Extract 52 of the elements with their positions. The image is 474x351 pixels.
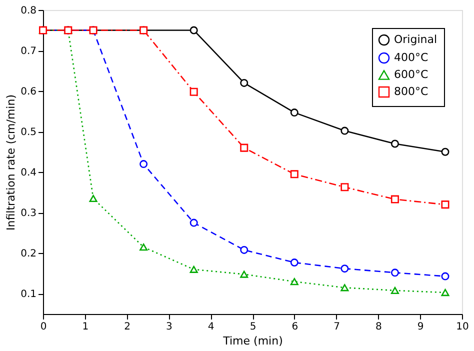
point: [340, 183, 349, 192]
point: [390, 286, 399, 294]
point: [390, 140, 399, 148]
y-tick-label: 0.3: [20, 208, 36, 220]
point: [340, 264, 349, 273]
x-tick-label: 7: [334, 322, 340, 332]
point: [240, 270, 248, 278]
y-axis-title: Infiltration rate (cm/min): [4, 94, 18, 230]
point: [140, 160, 148, 168]
y-tick-label: 0.7: [20, 46, 36, 58]
x-tick-label: 10: [456, 322, 469, 332]
x-tick-label: 5: [250, 322, 256, 332]
x-axis-title: Time (min): [222, 334, 283, 348]
point: [190, 266, 198, 273]
y-tick-label: 0.6: [20, 86, 36, 98]
point: [441, 272, 450, 280]
point: [240, 78, 248, 87]
point: [190, 88, 198, 96]
point: [441, 200, 450, 209]
y-tick-label: 0.4: [20, 168, 36, 179]
legend-label: 800°C: [394, 85, 428, 98]
x-tick-label: 1: [82, 322, 89, 332]
point: [390, 195, 399, 204]
point: [240, 144, 248, 152]
point: [190, 26, 198, 34]
point: [290, 108, 298, 117]
point: [140, 244, 148, 251]
x-tick-label: 4: [208, 322, 214, 332]
point: [340, 126, 349, 135]
point: [190, 218, 198, 227]
x-tick-label: 0: [40, 322, 47, 332]
x-tick-label: 3: [166, 322, 172, 332]
point: [390, 268, 399, 277]
point: [89, 194, 98, 202]
point: [441, 148, 450, 156]
point: [290, 278, 298, 286]
y-tick-label: 0.1: [20, 289, 36, 300]
point: [290, 258, 298, 267]
x-tick-label: 2: [124, 322, 130, 332]
point: [240, 246, 248, 254]
x-tick-label: 8: [376, 322, 382, 332]
point: [340, 284, 349, 292]
legend-label: 600°C: [394, 68, 428, 81]
x-tick-label: 6: [292, 322, 298, 332]
point: [441, 288, 450, 296]
y-tick-label: 0.8: [20, 6, 36, 16]
y-tick-label: 0.2: [20, 248, 36, 260]
point: [290, 170, 298, 178]
x-tick-label: 9: [417, 322, 424, 332]
y-tick-label: 0.5: [20, 127, 36, 138]
legend-label: 400°C: [394, 51, 428, 64]
legend-label: Original: [394, 33, 438, 46]
